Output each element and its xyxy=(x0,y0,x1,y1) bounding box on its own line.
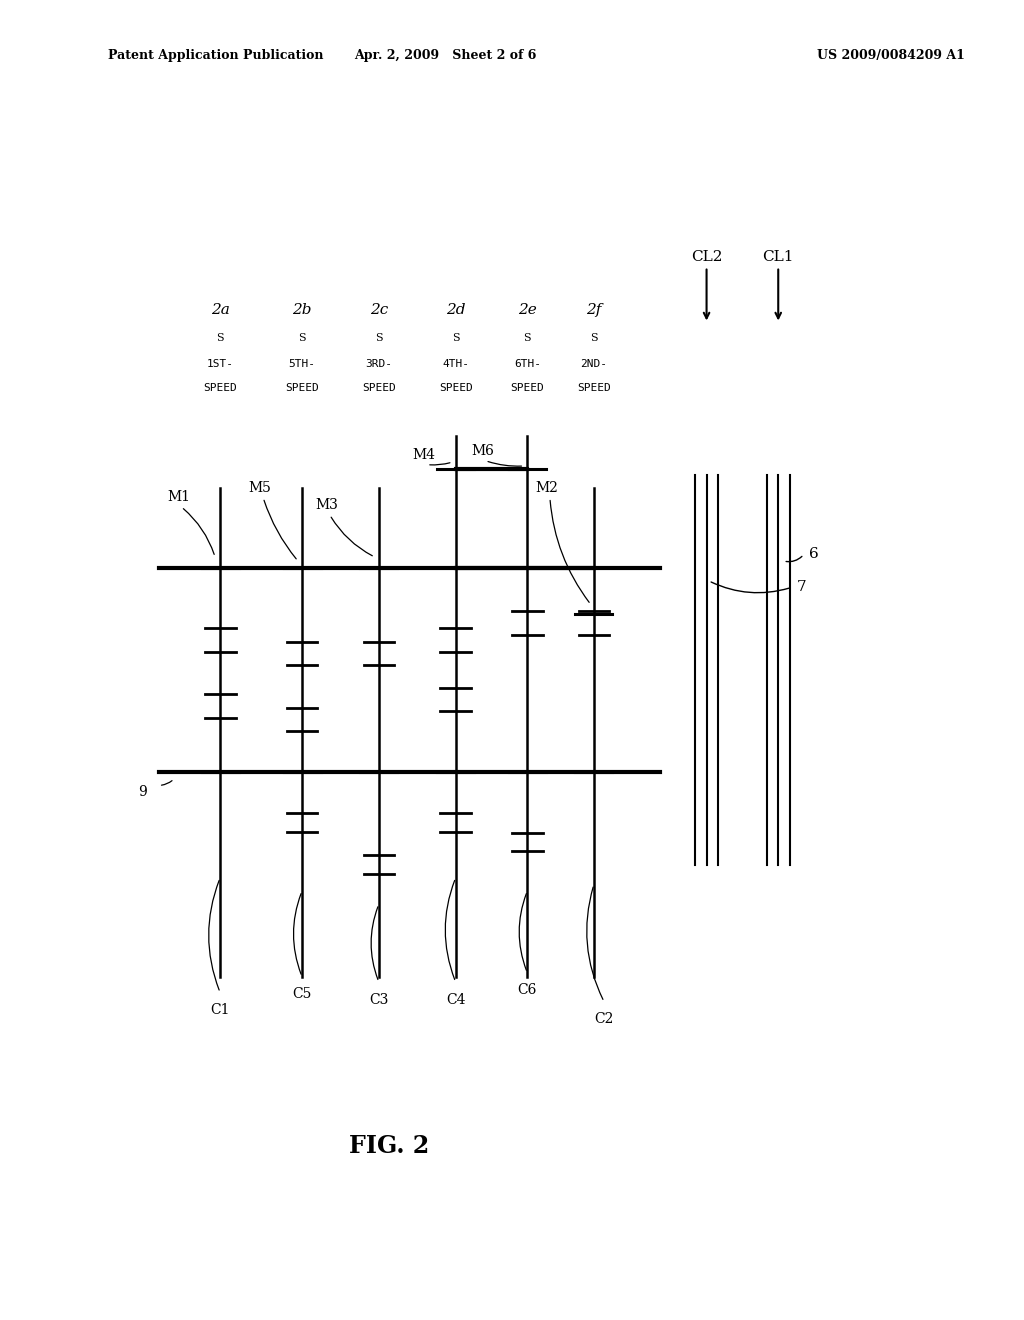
Text: SPEED: SPEED xyxy=(511,383,544,393)
Text: SPEED: SPEED xyxy=(439,383,472,393)
Text: SPEED: SPEED xyxy=(578,383,610,393)
Text: 7: 7 xyxy=(797,581,806,594)
Text: FIG. 2: FIG. 2 xyxy=(349,1134,429,1158)
Text: 5TH-: 5TH- xyxy=(289,359,315,370)
Text: S: S xyxy=(590,333,598,343)
Text: CL2: CL2 xyxy=(691,249,722,264)
Text: 9: 9 xyxy=(137,785,146,799)
Text: 2c: 2c xyxy=(370,302,388,317)
Text: 2e: 2e xyxy=(518,302,537,317)
Text: 2ND-: 2ND- xyxy=(581,359,607,370)
Text: M4: M4 xyxy=(413,447,435,462)
Text: 2a: 2a xyxy=(211,302,229,317)
Text: Apr. 2, 2009   Sheet 2 of 6: Apr. 2, 2009 Sheet 2 of 6 xyxy=(354,49,537,62)
Text: CL1: CL1 xyxy=(763,249,794,264)
Text: M5: M5 xyxy=(249,480,271,495)
Text: US 2009/0084209 A1: US 2009/0084209 A1 xyxy=(817,49,965,62)
Text: 1ST-: 1ST- xyxy=(207,359,233,370)
Text: 6TH-: 6TH- xyxy=(514,359,541,370)
Text: C4: C4 xyxy=(445,993,466,1007)
Text: 2d: 2d xyxy=(445,302,466,317)
Text: S: S xyxy=(452,333,460,343)
Text: Patent Application Publication: Patent Application Publication xyxy=(108,49,323,62)
Text: 6: 6 xyxy=(809,548,819,561)
Text: SPEED: SPEED xyxy=(362,383,395,393)
Text: S: S xyxy=(375,333,383,343)
Text: C3: C3 xyxy=(370,993,388,1007)
Text: SPEED: SPEED xyxy=(204,383,237,393)
Text: 2b: 2b xyxy=(292,302,312,317)
Text: M3: M3 xyxy=(315,498,338,512)
Text: 4TH-: 4TH- xyxy=(442,359,469,370)
Text: C6: C6 xyxy=(518,983,537,998)
Text: SPEED: SPEED xyxy=(286,383,318,393)
Text: C1: C1 xyxy=(210,1003,230,1018)
Text: M6: M6 xyxy=(471,444,494,458)
Text: S: S xyxy=(298,333,306,343)
Text: M2: M2 xyxy=(536,480,558,495)
Text: S: S xyxy=(216,333,224,343)
Text: 2f: 2f xyxy=(586,302,602,317)
Text: M1: M1 xyxy=(167,490,189,504)
Text: C2: C2 xyxy=(595,1012,613,1027)
Text: 3RD-: 3RD- xyxy=(366,359,392,370)
Text: S: S xyxy=(523,333,531,343)
Text: C5: C5 xyxy=(293,987,311,1002)
